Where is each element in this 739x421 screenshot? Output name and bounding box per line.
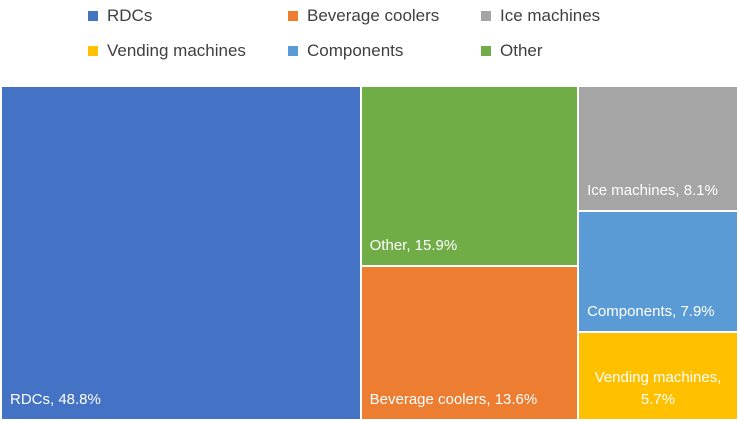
legend-swatch bbox=[88, 46, 98, 56]
legend-label: Ice machines bbox=[500, 6, 601, 25]
legend-item: Beverage coolers bbox=[288, 5, 439, 27]
legend-item: RDCs bbox=[88, 5, 152, 27]
treemap-tile: Vending machines, 5.7% bbox=[579, 333, 737, 419]
legend-swatch bbox=[288, 11, 298, 21]
legend-item: Components bbox=[288, 40, 403, 62]
legend-swatch bbox=[481, 11, 491, 21]
treemap-tile: Components, 7.9% bbox=[579, 211, 737, 332]
data-label: Vending machines, 5.7% bbox=[594, 368, 722, 408]
data-label: Beverage coolers, 13.6% bbox=[369, 390, 538, 408]
legend-swatch bbox=[481, 46, 491, 56]
data-label: Other, 15.9% bbox=[369, 237, 458, 255]
treemap-tile: RDCs, 48.8% bbox=[2, 87, 360, 419]
data-label: RDCs, 48.8% bbox=[10, 391, 101, 408]
legend-swatch bbox=[88, 11, 98, 21]
legend-label: Vending machines bbox=[107, 41, 246, 60]
legend-item: Other bbox=[481, 40, 543, 62]
legend-swatch bbox=[288, 46, 298, 56]
legend-label: Beverage coolers bbox=[307, 6, 440, 25]
legend-label: Other bbox=[500, 41, 543, 60]
data-label: Ice machines, 8.1% bbox=[587, 181, 718, 199]
treemap-tile: Ice machines, 8.1% bbox=[579, 87, 737, 210]
legend-label: Components bbox=[307, 41, 404, 60]
data-label: Components, 7.9% bbox=[587, 303, 715, 321]
legend-label: RDCs bbox=[107, 6, 153, 25]
legend-item: Ice machines bbox=[481, 5, 600, 27]
treemap-tile: Beverage coolers, 13.6% bbox=[361, 267, 578, 419]
legend-item: Vending machines bbox=[88, 40, 246, 62]
treemap-tile: Other, 15.9% bbox=[361, 87, 578, 266]
